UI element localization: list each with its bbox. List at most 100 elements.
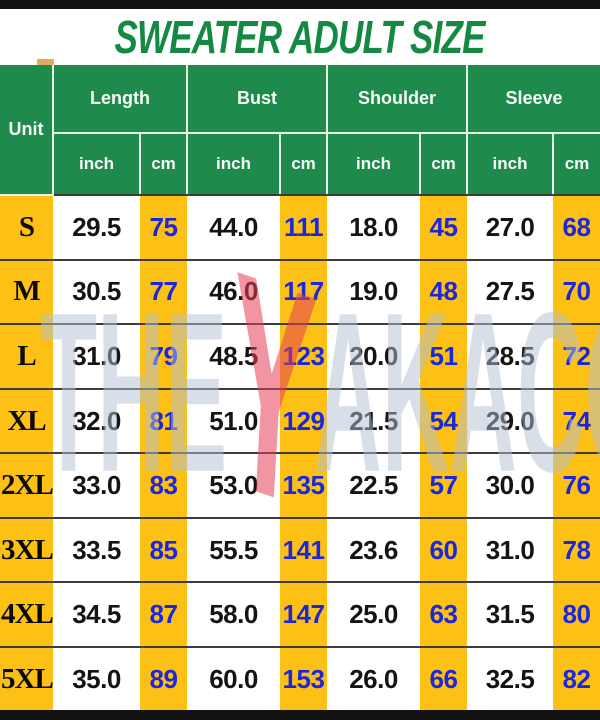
bust-cm-value: 117 xyxy=(280,259,327,326)
sleeve-cm-value: 76 xyxy=(553,453,600,519)
shoulder-inch-value: 20.0 xyxy=(327,324,420,390)
length-cm-value: 87 xyxy=(140,582,187,649)
length-inch-value: 29.5 xyxy=(53,195,140,261)
header-unit-row: inch cm inch cm inch cm inch cm xyxy=(0,132,600,196)
sleeve-cm-value: 68 xyxy=(553,195,600,261)
sleeve-inch-value: 27.0 xyxy=(467,195,554,261)
sleeve-group-header: Sleeve xyxy=(466,65,600,134)
size-row: 4XL 34.5 87 58.0 147 25.0 63 31.5 80 xyxy=(0,582,600,649)
bust-cm-header: cm xyxy=(279,132,328,196)
length-inch-value: 33.5 xyxy=(53,517,140,584)
bust-inch-value: 48.5 xyxy=(187,324,280,390)
size-row: 5XL 35.0 89 60.0 153 26.0 66 32.5 82 xyxy=(0,647,600,710)
sleeve-inch-value: 31.5 xyxy=(467,582,554,649)
length-cm-value: 83 xyxy=(140,453,187,519)
size-label: S xyxy=(0,195,53,261)
size-row: 2XL 33.0 83 53.0 135 22.5 57 30.0 76 xyxy=(0,453,600,519)
bust-inch-value: 58.0 xyxy=(187,582,280,649)
bust-cm-value: 111 xyxy=(280,195,327,261)
bust-cm-value: 123 xyxy=(280,324,327,390)
bust-cm-value: 135 xyxy=(280,453,327,519)
decorative-fragment xyxy=(37,59,54,66)
size-label: M xyxy=(0,259,53,326)
bust-inch-value: 60.0 xyxy=(187,647,280,710)
size-row: 3XL 33.5 85 55.5 141 23.6 60 31.0 78 xyxy=(0,517,600,584)
shoulder-inch-value: 26.0 xyxy=(327,647,420,710)
length-inch-value: 34.5 xyxy=(53,582,140,649)
size-label: 4XL xyxy=(0,582,54,649)
shoulder-cm-value: 45 xyxy=(420,195,468,261)
size-table-body: S 29.5 75 44.0 111 18.0 45 27.0 68 M 30.5 77 46.0 117… xyxy=(0,195,600,710)
length-cm-value: 85 xyxy=(140,517,187,584)
sleeve-cm-value: 72 xyxy=(553,324,600,390)
title-banner: SWEATER ADULT SIZE xyxy=(0,9,600,65)
sleeve-inch-value: 30.0 xyxy=(467,453,554,519)
bust-cm-value: 141 xyxy=(280,517,327,584)
shoulder-cm-value: 48 xyxy=(420,259,468,326)
shoulder-cm-value: 57 xyxy=(420,453,468,519)
sleeve-cm-header: cm xyxy=(552,132,600,196)
bust-inch-value: 51.0 xyxy=(187,388,280,455)
shoulder-group-header: Shoulder xyxy=(325,65,469,134)
bust-inch-value: 44.0 xyxy=(187,195,280,261)
header-group-row: Unit Length Bust Shoulder Sleeve xyxy=(0,65,600,196)
shoulder-cm-value: 54 xyxy=(420,388,468,455)
size-row: S 29.5 75 44.0 111 18.0 45 27.0 68 xyxy=(0,195,600,261)
shoulder-inch-value: 25.0 xyxy=(327,582,420,649)
shoulder-inch-value: 21.5 xyxy=(327,388,420,455)
sleeve-cm-value: 80 xyxy=(553,582,600,649)
sleeve-cm-value: 74 xyxy=(553,388,600,455)
size-row: XL 32.0 81 51.0 129 21.5 54 29.0 74 xyxy=(0,388,600,455)
page-title: SWEATER ADULT SIZE xyxy=(114,11,486,63)
length-inch-value: 35.0 xyxy=(53,647,140,710)
shoulder-cm-value: 51 xyxy=(420,324,468,390)
size-row: L 31.0 79 48.5 123 20.0 51 28.5 72 xyxy=(0,324,600,390)
length-group-header: Length xyxy=(52,65,188,134)
shoulder-inch-value: 22.5 xyxy=(327,453,420,519)
shoulder-inch-value: 19.0 xyxy=(327,259,420,326)
shoulder-cm-header: cm xyxy=(418,132,469,196)
shoulder-cm-value: 63 xyxy=(420,582,468,649)
size-label: L xyxy=(0,324,53,390)
length-cm-value: 81 xyxy=(140,388,187,455)
unit-header-cell: Unit xyxy=(0,65,54,196)
size-table-header: Unit Length Bust Shoulder Sleeve inch cm… xyxy=(0,65,600,196)
size-label: XL xyxy=(0,388,53,455)
bottom-border-bar xyxy=(0,710,600,720)
bust-group-header: Bust xyxy=(186,65,328,134)
shoulder-cm-value: 60 xyxy=(420,517,468,584)
length-cm-value: 77 xyxy=(140,259,187,326)
length-inch-header: inch xyxy=(53,132,141,196)
size-label: 3XL xyxy=(0,517,54,584)
top-border-bar xyxy=(0,0,600,9)
bust-cm-value: 153 xyxy=(280,647,327,710)
length-cm-value: 89 xyxy=(140,647,187,710)
bust-inch-value: 53.0 xyxy=(187,453,280,519)
sleeve-inch-value: 31.0 xyxy=(467,517,554,584)
shoulder-inch-header: inch xyxy=(326,132,421,196)
bust-cm-value: 129 xyxy=(280,388,327,455)
sleeve-inch-value: 29.0 xyxy=(467,388,554,455)
sleeve-cm-value: 78 xyxy=(553,517,600,584)
sleeve-cm-value: 70 xyxy=(553,259,600,326)
length-inch-value: 33.0 xyxy=(53,453,140,519)
shoulder-cm-value: 66 xyxy=(420,647,468,710)
sleeve-inch-value: 28.5 xyxy=(467,324,554,390)
size-row: M 30.5 77 46.0 117 19.0 48 27.5 70 xyxy=(0,259,600,326)
length-inch-value: 31.0 xyxy=(53,324,140,390)
sleeve-inch-value: 32.5 xyxy=(467,647,554,710)
size-label: 2XL xyxy=(0,453,54,519)
length-inch-value: 30.5 xyxy=(53,259,140,326)
sleeve-inch-header: inch xyxy=(466,132,555,196)
shoulder-inch-value: 23.6 xyxy=(327,517,420,584)
bust-inch-header: inch xyxy=(186,132,281,196)
bust-inch-value: 46.0 xyxy=(187,259,280,326)
length-cm-value: 75 xyxy=(140,195,187,261)
length-cm-value: 79 xyxy=(140,324,187,390)
bust-cm-value: 147 xyxy=(280,582,327,649)
length-cm-header: cm xyxy=(139,132,188,196)
shoulder-inch-value: 18.0 xyxy=(327,195,420,261)
sleeve-cm-value: 82 xyxy=(553,647,600,710)
sleeve-inch-value: 27.5 xyxy=(467,259,554,326)
